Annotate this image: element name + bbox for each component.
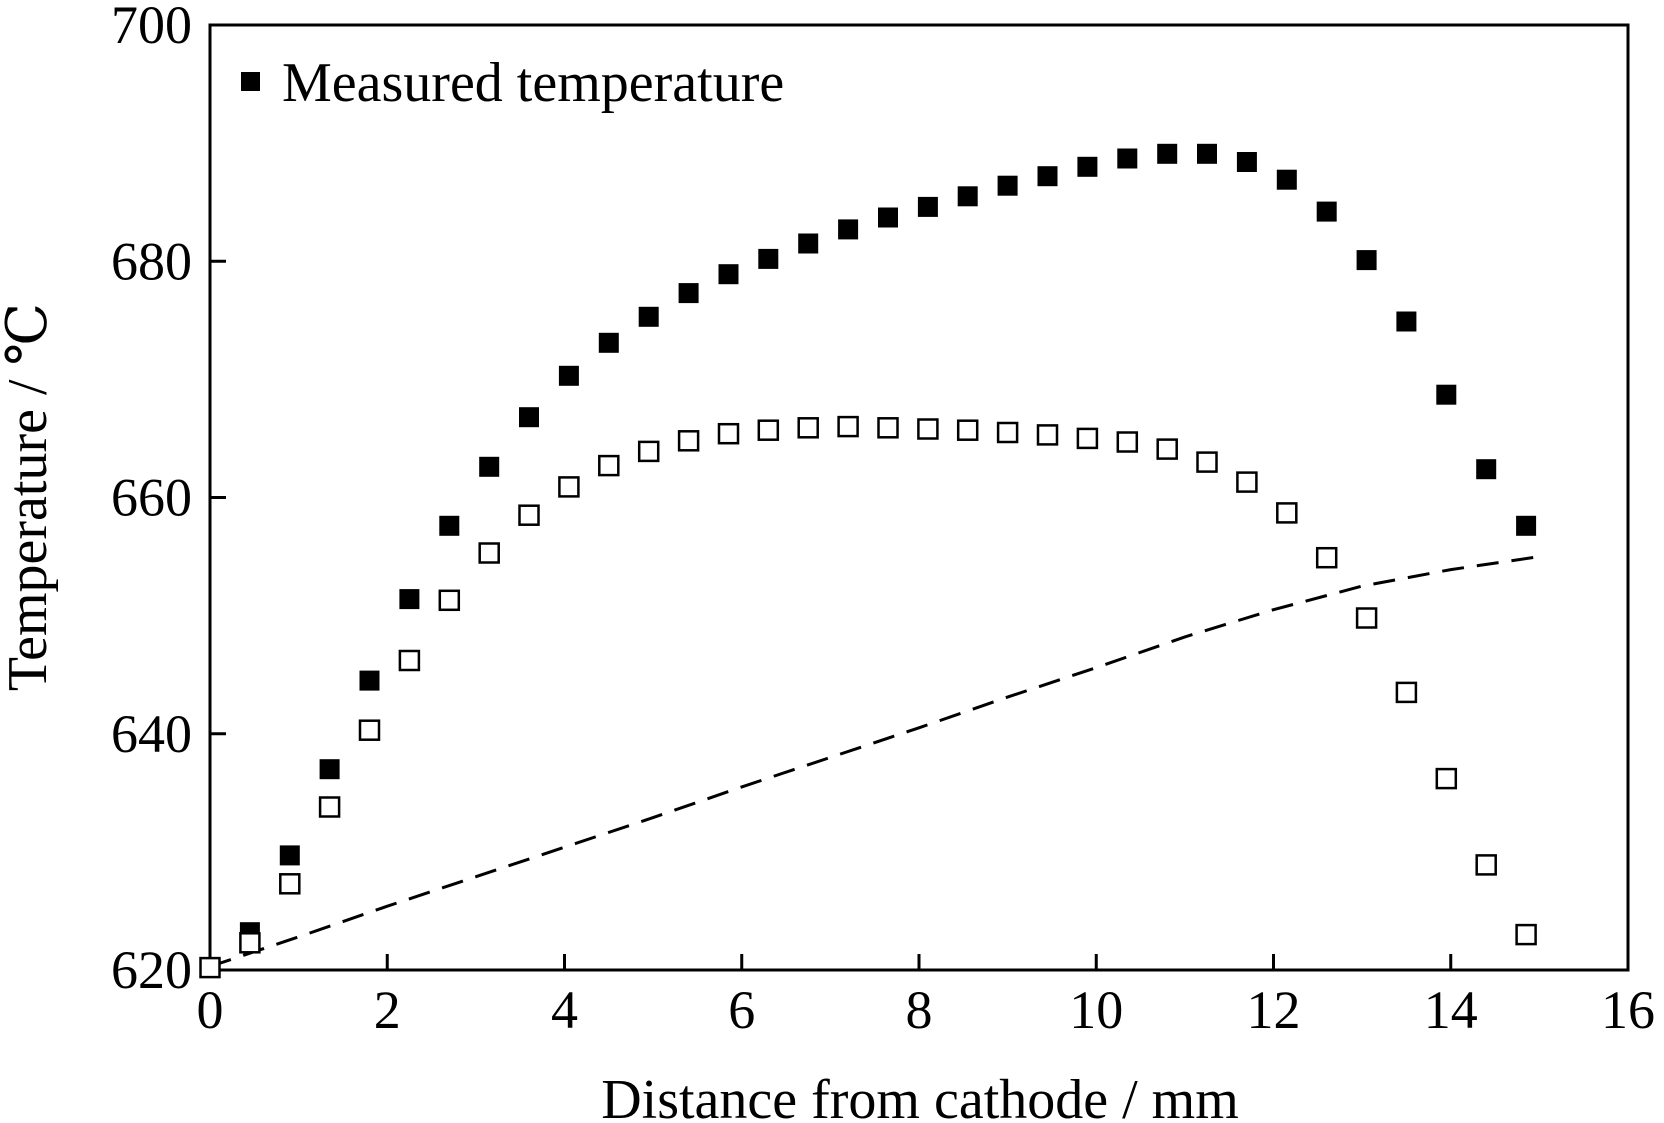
filled-square-point — [558, 365, 579, 386]
open-square-point — [637, 440, 660, 463]
open-square-point — [1355, 607, 1378, 629]
open-square-point — [877, 417, 899, 439]
y-tick-label: 680 — [111, 231, 192, 291]
open-square-point — [1475, 854, 1497, 876]
open-square-point — [717, 422, 740, 445]
filled-square-point — [758, 248, 779, 269]
filled-square-point — [798, 233, 819, 254]
filled-square-point — [1356, 250, 1377, 271]
y-tick-label: 660 — [111, 468, 192, 528]
open-square-point — [398, 649, 421, 672]
filled-square-point — [678, 283, 699, 304]
open-square-point — [837, 415, 859, 438]
filled-square-point — [1037, 166, 1058, 187]
plot-frame — [208, 23, 1630, 972]
open-square-point — [518, 504, 540, 526]
open-square-point — [558, 476, 580, 498]
filled-square-point — [638, 306, 659, 327]
open-square-point — [757, 419, 780, 441]
x-tick-label: 4 — [551, 980, 578, 1040]
filled-square-point — [1436, 384, 1457, 405]
x-tick-label: 10 — [1069, 980, 1123, 1040]
filled-square-point — [1117, 148, 1138, 169]
filled-square-point — [1276, 169, 1297, 190]
open-square-point — [1236, 471, 1258, 493]
open-square-point — [1395, 681, 1418, 704]
filled-square-point — [479, 456, 500, 477]
x-axis-ticks: 0 2 4 6 8 10 12 14 16 — [197, 954, 1655, 1040]
x-tick-label: 6 — [728, 980, 755, 1040]
y-tick-label: 620 — [111, 940, 192, 1000]
data-points — [199, 143, 1537, 979]
filled-square-point — [598, 332, 619, 353]
legend-label: Measured temperature — [282, 52, 784, 114]
filled-square-point — [957, 186, 978, 207]
x-tick-label: 8 — [906, 980, 933, 1040]
open-square-point — [199, 956, 221, 979]
dashed-line — [209, 555, 1540, 968]
open-square-point — [318, 796, 341, 818]
filled-square-point — [1197, 143, 1217, 164]
filled-square-point — [1157, 143, 1178, 164]
filled-square-point — [997, 175, 1018, 196]
open-square-point — [1515, 923, 1537, 946]
open-square-point — [956, 419, 979, 441]
x-tick-label: 2 — [374, 980, 401, 1040]
filled-square-point — [519, 407, 539, 428]
filled-square-point — [1396, 311, 1417, 332]
y-axis-ticks: 620 640 660 680 700 — [111, 0, 226, 1000]
open-square-point — [478, 542, 500, 564]
open-square-point — [1156, 438, 1178, 460]
x-tick-label: 14 — [1424, 980, 1478, 1040]
filled-square-point — [718, 264, 739, 285]
open-square-point — [996, 421, 1019, 444]
open-square-point — [1435, 767, 1458, 790]
open-square-point — [1036, 424, 1059, 446]
x-axis-title: Distance from cathode / mm — [601, 1069, 1239, 1123]
open-square-point — [438, 589, 461, 612]
open-square-point — [1116, 431, 1139, 453]
open-square-point — [1196, 451, 1218, 473]
open-square-point — [279, 873, 301, 895]
filled-square-point — [917, 196, 938, 217]
open-square-point — [239, 932, 261, 954]
filled-square-point — [439, 515, 460, 536]
open-square-point — [1315, 546, 1338, 569]
filled-square-point — [319, 759, 340, 780]
filled-square-point — [1516, 515, 1537, 536]
x-tick-label: 0 — [197, 980, 224, 1040]
filled-square-point — [838, 219, 859, 240]
open-square-point — [797, 417, 819, 439]
y-tick-label: 700 — [111, 0, 192, 55]
y-tick-label: 640 — [111, 704, 192, 764]
open-square-point — [917, 418, 939, 440]
filled-square-point — [878, 207, 898, 228]
filled-square-point — [1316, 201, 1337, 222]
open-square-point — [358, 719, 381, 741]
dashed-line-series — [209, 555, 1540, 968]
x-tick-label: 16 — [1601, 980, 1655, 1040]
filled-square-point — [1077, 156, 1098, 177]
filled-square-point — [359, 670, 380, 691]
filled-square-point — [399, 589, 420, 610]
legend: Measured temperature — [241, 52, 784, 114]
filled-square-point — [279, 845, 300, 866]
y-axis-title: Temperature / ℃ — [0, 303, 59, 691]
legend-marker — [241, 72, 260, 91]
open-square-point — [677, 430, 700, 452]
open-square-point — [598, 454, 620, 477]
open-square-point — [1276, 502, 1298, 524]
filled-square-point — [1476, 459, 1497, 480]
open-square-point — [1076, 427, 1099, 450]
x-tick-label: 12 — [1247, 980, 1301, 1040]
filled-square-point — [1236, 152, 1257, 172]
